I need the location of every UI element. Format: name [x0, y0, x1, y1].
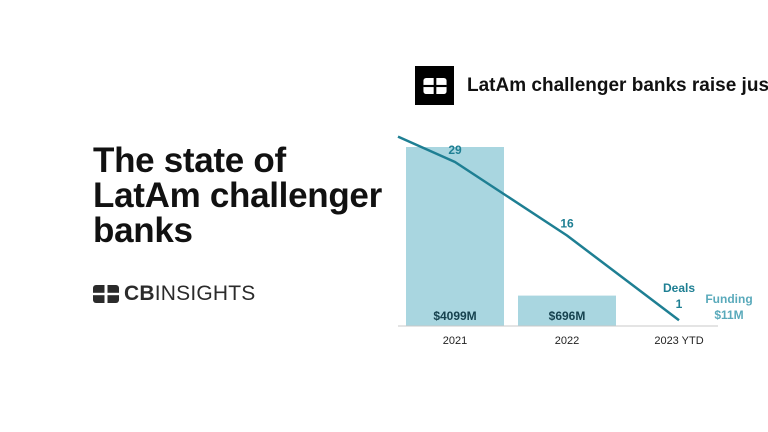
x-tick-label: 2021: [443, 335, 467, 347]
chart-brand-icon: [415, 66, 454, 105]
brand-bold: CB: [124, 282, 155, 305]
legend-deals-label: Deals: [663, 281, 695, 295]
bars-layer: [406, 147, 616, 326]
funding-value-label: $11M: [714, 308, 743, 322]
funding-bar-2022: [518, 295, 616, 326]
headline-line-2: LatAm challenger: [93, 176, 382, 215]
headline-line-1: The state of: [93, 141, 286, 180]
deals-value-label: 1: [676, 297, 683, 311]
legend-funding-label: Funding: [705, 292, 752, 306]
cb-insights-wordmark: CBINSIGHTS: [124, 283, 256, 305]
line-layer: [397, 135, 680, 322]
page-headline: The state of LatAm challenger banks: [93, 143, 393, 248]
brand-regular: INSIGHTS: [154, 282, 256, 305]
headline-line-3: banks: [93, 211, 193, 250]
x-tick-label: 2023 YTD: [654, 335, 703, 347]
x-tick-label: 2022: [555, 335, 579, 347]
deals-line: [397, 135, 680, 322]
funding-value-label: $4099M: [433, 309, 476, 323]
deals-value-label: 16: [560, 217, 574, 231]
funding-bar-2021: [406, 147, 504, 326]
cb-insights-logo-icon: [422, 77, 447, 94]
labels-layer: $4099M $696M $11M 29 16 1 2021 2022 2023 YTD: [433, 143, 743, 347]
cb-insights-logo-icon: [93, 285, 119, 303]
chart-title: LatAm challenger banks raise just: [467, 75, 768, 96]
cb-insights-logo: CBINSIGHTS: [93, 283, 256, 305]
deals-value-label: 29: [448, 143, 462, 157]
funding-value-label: $696M: [549, 309, 586, 323]
